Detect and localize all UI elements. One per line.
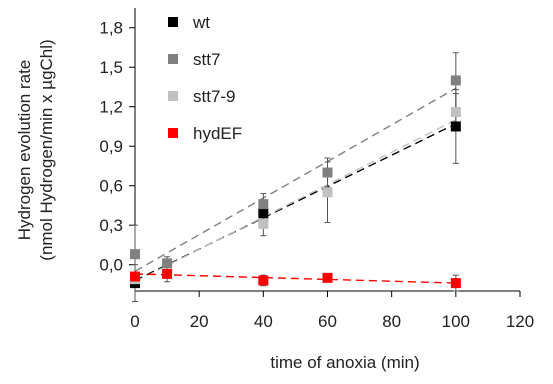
legend-swatch-hydef <box>168 128 178 138</box>
data-point-stt7 <box>130 249 140 260</box>
y-tick-label: 1,5 <box>99 58 123 77</box>
x-tick-label: 0 <box>130 312 139 331</box>
data-point-hydef <box>130 271 140 282</box>
x-tick-label: 100 <box>442 312 470 331</box>
trend-line-stt7 <box>134 87 457 272</box>
data-point-wt <box>450 121 461 132</box>
data-point-stt7 <box>258 199 269 210</box>
data-point-stt7 <box>450 75 461 86</box>
axes: 0 20 40 60 80 100 120 0,0 0,3 0,6 0,9 1,2 1,5 1,8 <box>99 8 534 331</box>
data-point-stt7-9 <box>258 218 269 229</box>
data-point-stt7-9 <box>450 106 461 117</box>
x-tick-label: 80 <box>382 312 401 331</box>
y-axis-label-line-1: Hydrogen evolution rate <box>15 60 34 241</box>
data-point-hydef <box>322 272 333 283</box>
legend-swatch-wt <box>168 17 178 27</box>
y-tick-label: 1,8 <box>99 19 123 38</box>
y-tick-label: 0,6 <box>99 177 123 196</box>
data-point-hydef <box>258 275 269 286</box>
legend-swatch-stt7-9 <box>168 91 178 101</box>
y-tick-label: 0,3 <box>99 216 123 235</box>
legend-label-stt7: stt7 <box>193 50 220 69</box>
x-axis-label: time of anoxia (min) <box>270 353 419 372</box>
legend-label-hydef: hydEF <box>193 124 242 143</box>
error-bars <box>132 52 459 303</box>
y-tick-label: 1,2 <box>99 98 123 117</box>
y-tick-label: 0,9 <box>99 137 123 156</box>
trend-line-wt <box>134 123 457 282</box>
data-markers <box>130 75 461 289</box>
x-tick-label: 60 <box>318 312 337 331</box>
legend-label-stt7-9: stt7-9 <box>193 87 236 106</box>
trend-line-hydef <box>134 273 456 284</box>
data-point-hydef <box>450 278 461 289</box>
data-point-stt7 <box>162 258 173 269</box>
data-point-wt <box>258 208 269 219</box>
data-point-hydef <box>162 268 173 279</box>
x-tick-label: 40 <box>254 312 273 331</box>
legend-label-wt: wt <box>192 13 210 32</box>
x-tick-label: 20 <box>190 312 209 331</box>
data-point-stt7-9 <box>322 187 333 198</box>
y-tick-label: 0,0 <box>99 256 123 275</box>
trend-lines <box>134 87 457 284</box>
legend: wt stt7 stt7-9 hydEF <box>168 13 242 143</box>
data-point-stt7 <box>322 167 333 178</box>
legend-swatch-stt7 <box>168 54 178 64</box>
trend-line-stt7-9 <box>134 119 457 283</box>
y-axis-label-line-2: (nmol Hydrogen/min x µgChl) <box>37 39 56 260</box>
x-tick-label: 120 <box>506 312 534 331</box>
